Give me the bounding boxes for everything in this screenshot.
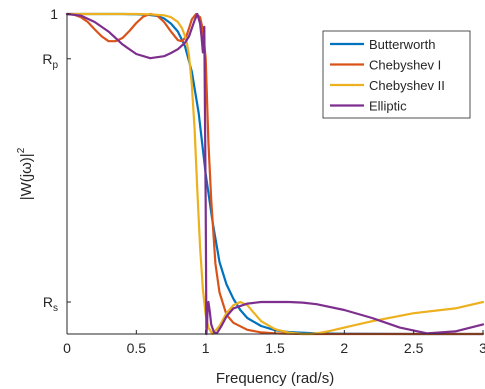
legend-label: Chebyshev II xyxy=(369,78,445,93)
x-axis-label: Frequency (rad/s) xyxy=(216,370,334,387)
x-tick-label: 2.5 xyxy=(404,340,424,356)
y-tick-label: Rs xyxy=(43,294,58,314)
series-line-chebyshev-i xyxy=(65,12,485,336)
series-line-elliptic xyxy=(65,12,485,336)
legend-label: Elliptic xyxy=(369,99,407,114)
series-layer xyxy=(65,12,485,336)
x-tick-label: 1.5 xyxy=(265,340,285,356)
series-line-chebyshev-ii xyxy=(65,12,485,336)
x-tick-label: 0.5 xyxy=(127,340,147,356)
y-axis-label-exponent: 2 xyxy=(16,147,27,153)
y-ticks: Rs Rp 1 xyxy=(42,6,71,314)
legend: Butterworth Chebyshev I Chebyshev II Ellipt… xyxy=(322,30,471,119)
y-tick-label: Rp xyxy=(42,51,58,71)
y-axis-label: |W(jω)|2 xyxy=(16,147,35,200)
legend-box xyxy=(322,30,471,119)
x-tick-label: 2 xyxy=(340,340,348,356)
legend-label: Butterworth xyxy=(369,37,435,52)
x-tick-label: 3 xyxy=(479,340,485,356)
x-ticks: 0 0.5 1 1.5 2 2.5 3 xyxy=(63,330,485,356)
x-tick-label: 1 xyxy=(202,340,210,356)
x-tick-label: 0 xyxy=(63,340,71,356)
y-axis-label-base: |W(jω)| xyxy=(18,153,35,200)
legend-label: Chebyshev I xyxy=(369,58,441,73)
y-tick-label: 1 xyxy=(50,6,58,22)
